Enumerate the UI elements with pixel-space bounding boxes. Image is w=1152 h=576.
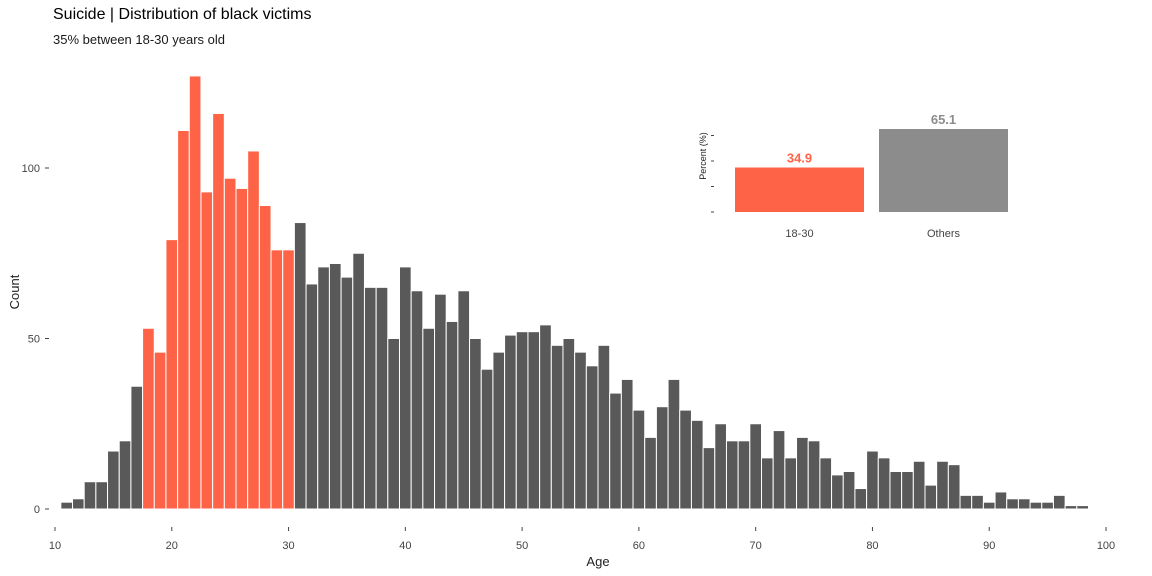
percent-bar bbox=[879, 129, 1008, 212]
x-tick-label: 80 bbox=[866, 540, 878, 552]
y-tick-label: 50 bbox=[28, 334, 40, 346]
histogram-bar bbox=[947, 464, 961, 510]
histogram-bar bbox=[1052, 494, 1066, 510]
x-tick-label: 90 bbox=[983, 540, 995, 552]
inset-y-axis-title: Percent (%) bbox=[698, 132, 708, 180]
chart-title: Suicide | Distribution of black victims bbox=[53, 6, 312, 23]
x-tick-label: 60 bbox=[633, 540, 645, 552]
chart-subtitle: 35% between 18-30 years old bbox=[53, 32, 226, 47]
y-axis-title: Count bbox=[7, 274, 22, 309]
percent-value-label: 34.9 bbox=[787, 151, 812, 166]
x-tick-label: 50 bbox=[516, 540, 528, 552]
y-tick-label: 0 bbox=[34, 504, 40, 516]
y-tick-label: 100 bbox=[22, 163, 40, 175]
x-tick-label: 100 bbox=[1097, 540, 1115, 552]
percent-value-label: 65.1 bbox=[931, 112, 956, 127]
x-tick-label: 20 bbox=[166, 540, 178, 552]
x-tick-label: 10 bbox=[49, 540, 61, 552]
category-label: 18-30 bbox=[785, 228, 813, 240]
x-axis-title: Age bbox=[586, 554, 609, 569]
x-tick-label: 70 bbox=[750, 540, 762, 552]
category-label: Others bbox=[927, 228, 961, 240]
histogram-bar bbox=[1076, 505, 1089, 510]
x-tick-label: 30 bbox=[282, 540, 294, 552]
percent-bar bbox=[735, 167, 864, 212]
x-tick-label: 40 bbox=[399, 540, 411, 552]
